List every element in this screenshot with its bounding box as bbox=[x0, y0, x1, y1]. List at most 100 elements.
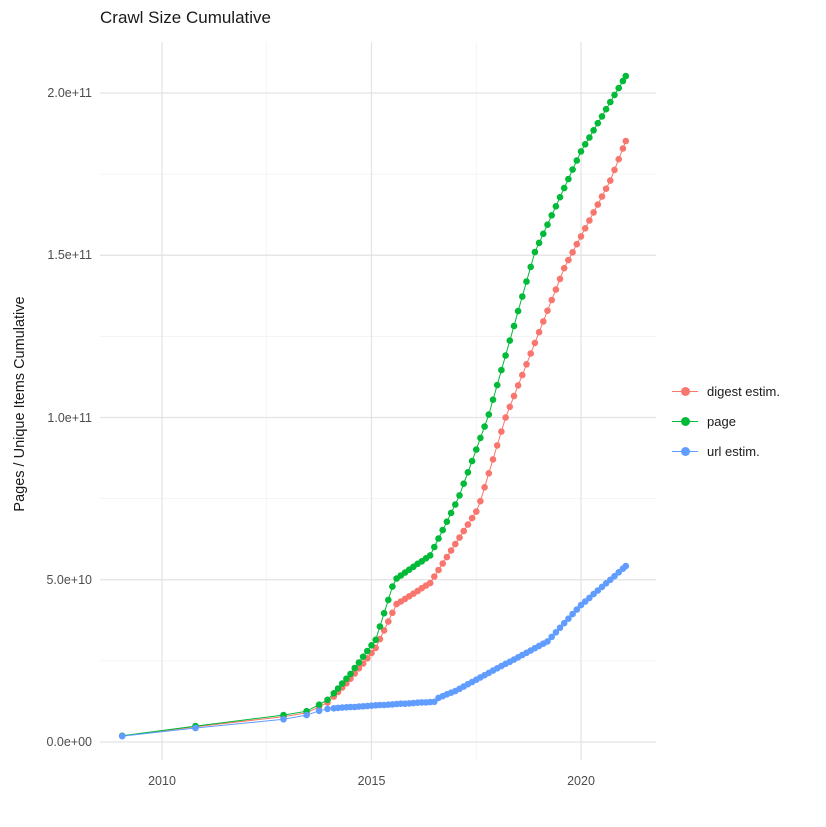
data-point bbox=[527, 263, 534, 271]
legend-dot-icon bbox=[681, 416, 690, 426]
data-point bbox=[565, 175, 572, 183]
data-point bbox=[485, 470, 493, 477]
data-point bbox=[573, 606, 581, 613]
data-point bbox=[324, 705, 331, 713]
data-point bbox=[380, 627, 388, 634]
data-point bbox=[493, 442, 501, 449]
x-tick-label: 2020 bbox=[567, 774, 595, 788]
data-point bbox=[544, 638, 551, 645]
data-point bbox=[590, 127, 597, 134]
data-point bbox=[452, 501, 459, 508]
data-point bbox=[385, 596, 392, 604]
data-point bbox=[338, 680, 346, 687]
data-point bbox=[569, 610, 576, 618]
data-point bbox=[118, 732, 126, 740]
data-point bbox=[464, 521, 472, 528]
y-tick-label: 1.5e+11 bbox=[47, 248, 92, 263]
data-point bbox=[456, 534, 463, 541]
data-point bbox=[560, 184, 568, 192]
data-point bbox=[351, 664, 359, 672]
data-point bbox=[622, 72, 630, 80]
data-point bbox=[343, 675, 350, 682]
data-point bbox=[389, 609, 396, 617]
data-point bbox=[368, 642, 375, 649]
data-point bbox=[456, 492, 463, 499]
data-point bbox=[510, 392, 518, 400]
data-point bbox=[552, 629, 560, 636]
data-point bbox=[535, 328, 543, 336]
y-tick-label: 5.0e+10 bbox=[46, 572, 92, 587]
data-point bbox=[523, 361, 530, 368]
x-tick-label: 2010 bbox=[148, 774, 176, 788]
data-point bbox=[565, 615, 572, 622]
data-point bbox=[443, 518, 451, 525]
data-point bbox=[481, 484, 488, 491]
data-point bbox=[611, 91, 618, 99]
data-point bbox=[611, 572, 618, 580]
data-point bbox=[523, 278, 530, 285]
legend-item-digest-estim-: digest estim. bbox=[672, 381, 780, 401]
data-point bbox=[431, 698, 438, 706]
data-point bbox=[468, 514, 476, 522]
legend-label: url estim. bbox=[707, 443, 760, 459]
data-point bbox=[581, 225, 589, 232]
data-point bbox=[586, 134, 593, 141]
data-point bbox=[573, 157, 581, 164]
data-point bbox=[303, 711, 310, 719]
data-point bbox=[498, 428, 505, 435]
data-point bbox=[489, 456, 497, 463]
data-point bbox=[443, 553, 451, 561]
legend-key-icon bbox=[672, 411, 698, 431]
data-point bbox=[334, 685, 342, 692]
data-point bbox=[506, 337, 514, 344]
data-point bbox=[602, 105, 610, 113]
data-point bbox=[552, 203, 560, 210]
data-point bbox=[431, 543, 438, 551]
y-tick-label: 2.0e+11 bbox=[47, 86, 92, 100]
data-point bbox=[598, 193, 606, 200]
legend-item-page: page bbox=[672, 411, 736, 431]
data-point bbox=[385, 618, 392, 625]
data-point bbox=[447, 547, 455, 554]
data-point bbox=[498, 366, 505, 374]
data-point bbox=[364, 647, 371, 655]
data-point bbox=[481, 423, 488, 430]
legend-label: digest estim. bbox=[707, 383, 780, 399]
legend-key-icon bbox=[672, 441, 698, 461]
data-point bbox=[477, 497, 484, 505]
data-point bbox=[622, 562, 630, 570]
data-point bbox=[573, 240, 581, 248]
data-point bbox=[615, 84, 622, 92]
data-point bbox=[324, 696, 331, 704]
data-point bbox=[435, 535, 442, 542]
data-point bbox=[315, 701, 323, 708]
data-point bbox=[611, 166, 618, 174]
data-point bbox=[544, 221, 551, 228]
data-point bbox=[565, 256, 572, 264]
data-point bbox=[506, 403, 514, 411]
data-point bbox=[548, 212, 555, 219]
data-point bbox=[473, 446, 480, 453]
data-point bbox=[622, 137, 630, 145]
data-point bbox=[431, 573, 438, 580]
data-point bbox=[594, 119, 602, 127]
y-tick-label: 0.0e+00 bbox=[46, 735, 92, 749]
data-point bbox=[502, 352, 509, 359]
data-point bbox=[560, 619, 568, 627]
data-point bbox=[540, 318, 547, 325]
legend-dot-icon bbox=[681, 446, 690, 456]
data-point bbox=[560, 264, 568, 272]
data-point bbox=[376, 623, 384, 630]
legend-key-icon bbox=[672, 381, 698, 401]
data-point bbox=[527, 350, 534, 357]
legend-label: page bbox=[707, 413, 736, 429]
data-point bbox=[460, 480, 468, 488]
data-point bbox=[452, 540, 459, 548]
data-point bbox=[493, 381, 501, 389]
data-point bbox=[594, 201, 602, 208]
data-point bbox=[426, 579, 434, 587]
data-point bbox=[330, 690, 338, 697]
data-point bbox=[460, 527, 468, 535]
data-point bbox=[581, 141, 589, 148]
